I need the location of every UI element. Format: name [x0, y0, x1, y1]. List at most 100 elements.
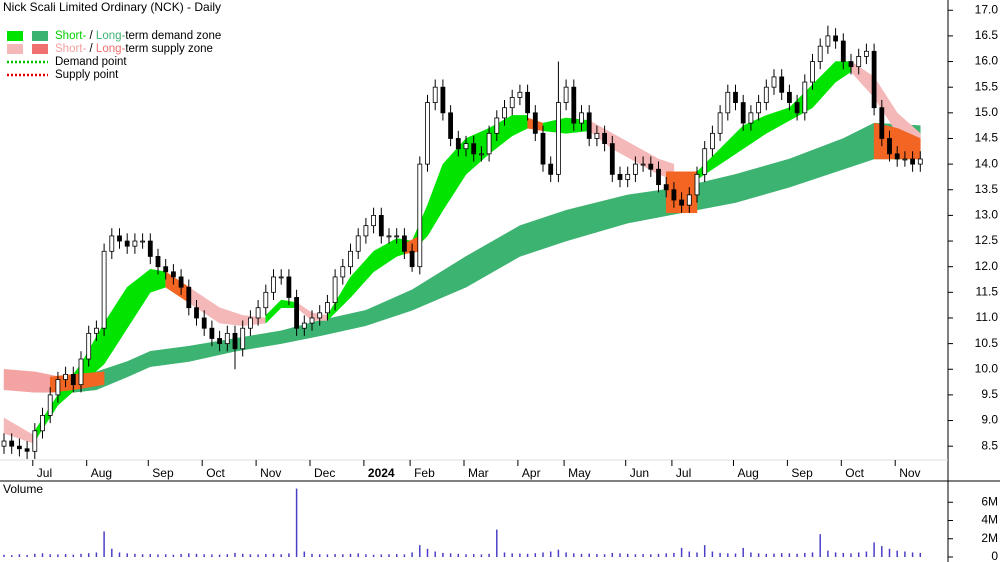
candle-body — [748, 112, 754, 124]
candle-body — [879, 107, 885, 139]
x-tick-label: Jul — [676, 466, 691, 480]
candle-body — [155, 256, 161, 268]
candle-body — [763, 86, 769, 103]
candle-body — [109, 235, 115, 252]
x-tick-label: May — [568, 466, 591, 480]
candle-body — [571, 86, 577, 124]
candle-body — [417, 163, 423, 268]
volume-label: Volume — [3, 482, 43, 496]
y-tick-label: 9.0 — [981, 413, 998, 427]
candle-body — [779, 76, 785, 93]
candle-body — [894, 153, 900, 160]
candle-body — [733, 91, 738, 103]
candle-body — [340, 266, 346, 278]
candle-body — [802, 81, 808, 114]
candle-body — [394, 235, 400, 238]
candle-body — [263, 291, 269, 309]
y-tick-label: 16.0 — [975, 54, 999, 68]
candle-body — [910, 158, 915, 165]
volume-tick-label: 6M — [981, 494, 998, 508]
legend-text: term supply zone — [125, 43, 213, 55]
candle-body — [378, 214, 384, 237]
candle-body — [1, 440, 7, 447]
candle-body — [679, 199, 684, 206]
legend-text: / — [86, 30, 96, 42]
y-tick-label: 10.5 — [975, 336, 999, 350]
y-tick-label: 11.5 — [976, 284, 999, 298]
y-tick-label: 12.5 — [975, 233, 999, 247]
candle-body — [247, 317, 253, 329]
candle-body — [47, 394, 53, 416]
y-tick-label: 15.5 — [975, 79, 999, 93]
y-tick-label: 17.0 — [975, 2, 999, 16]
candle-body — [186, 286, 192, 309]
candle-body — [409, 250, 415, 268]
legend-label: Short- / Long-term demand zone — [55, 30, 221, 42]
candle-body — [478, 153, 484, 156]
candle-body — [24, 448, 30, 452]
candle-body — [63, 373, 68, 380]
candle-body — [194, 307, 199, 319]
candle-body — [432, 86, 438, 103]
candle-body — [55, 379, 61, 396]
candle-body — [656, 168, 661, 186]
candle-body — [725, 91, 731, 114]
candle-body — [9, 440, 15, 447]
x-tick-label: Oct — [206, 466, 225, 480]
legend-text: Long- — [96, 43, 126, 55]
candle-body — [686, 194, 692, 206]
candle-body — [509, 97, 515, 109]
candle-body — [494, 117, 500, 134]
candle-body — [386, 235, 392, 238]
zone — [265, 299, 297, 324]
candle-body — [201, 317, 207, 329]
candle-body — [502, 107, 507, 119]
candle-body — [348, 250, 353, 268]
candle-body — [86, 332, 92, 360]
y-tick-label: 16.5 — [975, 28, 999, 42]
candle-body — [625, 173, 631, 180]
candle-body — [94, 327, 99, 334]
legend-text: Short- — [55, 30, 86, 42]
candle-body — [309, 317, 315, 324]
candle-body — [532, 112, 538, 134]
candle-body — [586, 112, 592, 139]
legend-swatch — [32, 31, 48, 41]
candle-body — [363, 225, 369, 237]
candle-body — [132, 240, 138, 247]
candle-body — [617, 173, 623, 180]
candle-body — [70, 373, 76, 386]
candle-body — [16, 445, 22, 450]
volume-tick-label: 4M — [981, 513, 998, 527]
x-tick-label: Mar — [468, 466, 489, 480]
candle-body — [594, 132, 600, 139]
legend-text: term demand zone — [125, 30, 221, 42]
legend-swatch — [7, 31, 23, 41]
y-tick-label: 10.0 — [975, 361, 999, 375]
x-tick-label: Apr — [522, 466, 541, 480]
candle-body — [540, 132, 546, 165]
candle-body — [602, 132, 607, 144]
candle-body — [209, 327, 215, 339]
candle-body — [178, 276, 184, 288]
candle-body — [140, 240, 146, 243]
candle-body — [224, 332, 230, 345]
y-tick-label: 13.5 — [975, 182, 999, 196]
candle-body — [864, 50, 869, 57]
candle-body — [271, 276, 276, 293]
y-tick-label: 9.5 — [981, 387, 998, 401]
legend-label: Supply point — [55, 69, 119, 81]
y-tick-label: 14.0 — [975, 156, 999, 170]
x-tick-label: Dec — [314, 466, 335, 480]
zone — [165, 271, 190, 304]
candle-body — [771, 76, 777, 88]
candle-body — [848, 61, 854, 68]
candle-body — [833, 35, 838, 42]
candle-body — [486, 132, 492, 155]
zones — [3, 61, 921, 444]
x-tick-label: Feb — [414, 466, 435, 480]
legend-swatch — [32, 44, 48, 54]
legend-text: Long- — [96, 30, 126, 42]
